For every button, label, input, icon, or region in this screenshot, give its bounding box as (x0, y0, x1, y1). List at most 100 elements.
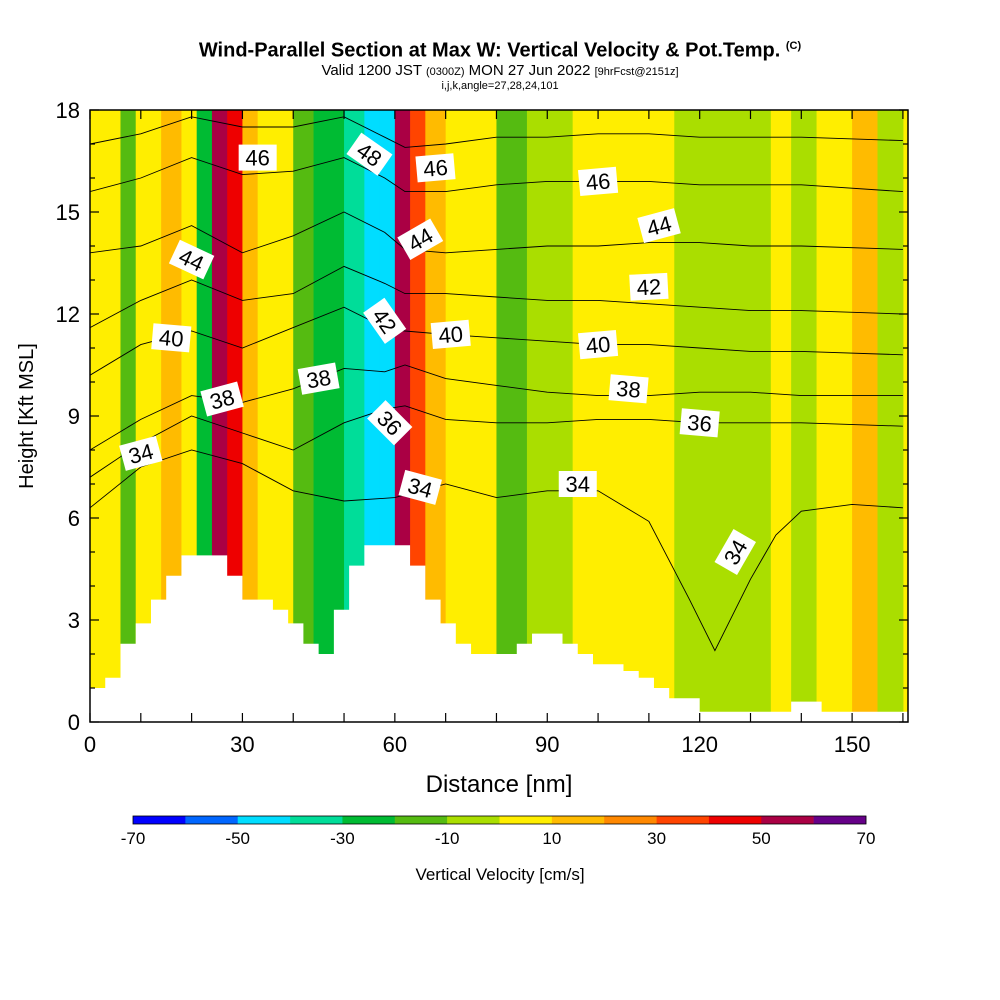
colorbar-tick-label: -70 (121, 829, 146, 848)
contour-label-text: 40 (437, 321, 464, 348)
y-tick-label: 6 (68, 506, 80, 531)
contour-label: 46 (238, 144, 277, 171)
x-tick-label: 90 (535, 732, 559, 757)
velocity-band (572, 110, 624, 722)
x-tick-label: 0 (84, 732, 96, 757)
colorbar-tick-label: -10 (435, 829, 460, 848)
velocity-band (770, 110, 792, 722)
grid-info: i,j,k,angle=27,28,24,101 (441, 79, 559, 92)
contour-label: 38 (297, 362, 340, 395)
colorbar-segment (551, 816, 605, 824)
contour-label-text: 40 (585, 332, 612, 359)
x-tick-label: 60 (383, 732, 407, 757)
y-tick-label: 9 (68, 404, 80, 429)
x-tick-label: 120 (681, 732, 718, 757)
contour-label: 42 (629, 272, 669, 301)
contour-label-text: 42 (636, 274, 662, 300)
velocity-band (816, 110, 853, 722)
contour-label: 36 (679, 408, 720, 438)
y-axis-label: Height [Kft MSL] (16, 343, 38, 489)
terrain-shape (90, 545, 908, 722)
colorbar-segment (656, 816, 710, 824)
colorbar-frame (132, 815, 867, 825)
x-tick-label: 30 (230, 732, 254, 757)
valid-prefix: Valid 1200 JST (321, 61, 422, 79)
y-tick-label: 15 (56, 200, 80, 225)
colorbar-segment (761, 816, 814, 824)
velocity-band (791, 110, 818, 722)
colorbar-tick-label: 70 (857, 829, 876, 848)
colorbar-tick-label: 30 (647, 829, 666, 848)
colorbar-tick-label: 10 (542, 829, 561, 848)
velocity-band (227, 110, 243, 722)
valid-utc: (0300Z) (425, 65, 465, 78)
velocity-band (725, 110, 772, 722)
velocity-band (852, 110, 879, 722)
colorbar-label: Vertical Velocity [cm/s] (415, 865, 584, 884)
velocity-band (526, 110, 574, 722)
contour-label: 40 (430, 319, 471, 350)
colorbar-segment (133, 816, 186, 824)
colorbar: -70 -50 -30 -10 10 30 50 70 (121, 815, 876, 848)
valid-time: Valid 1200 JST (0300Z) MON 27 Jun 2022 [… (0, 61, 1000, 80)
chart-title-text: Wind-Parallel Section at Max W: Vertical… (198, 39, 781, 62)
contour-label: 38 (200, 381, 244, 417)
y-tick-label: 3 (68, 608, 80, 633)
velocity-band (242, 110, 259, 722)
contour-label-text: 38 (304, 365, 332, 394)
colorbar-segment (185, 816, 239, 824)
contour-label: 38 (608, 374, 649, 404)
colorbar-segment (447, 816, 500, 824)
colorbar-tick-label: 50 (752, 829, 771, 848)
copyright-mark: (C) (785, 40, 802, 52)
y-tick-label: 18 (56, 98, 80, 123)
contour-label: 34 (119, 435, 163, 471)
colorbar-segment (708, 816, 762, 824)
title-block: Wind-Parallel Section at Max W: Vertical… (0, 34, 1000, 92)
colorbar-segment (499, 816, 553, 824)
contour-label: 46 (415, 153, 456, 183)
contour-label-text: 46 (585, 168, 612, 195)
terrain-mask (90, 545, 908, 722)
velocity-band (445, 110, 497, 722)
valid-date: MON 27 Jun 2022 (468, 61, 591, 79)
colorbar-segment (290, 816, 343, 824)
x-axis-label: Distance [nm] (426, 771, 573, 798)
contour-label-text: 38 (615, 376, 642, 403)
contour-label-text: 40 (158, 325, 185, 352)
forecast-info: [9hrFcst@2151z] (594, 65, 679, 78)
contour-label: 44 (637, 208, 681, 244)
isentrope-line (90, 157, 903, 193)
colorbar-tick-label: -50 (225, 829, 250, 848)
y-tick-label: 0 (68, 710, 80, 735)
x-tick-label: 150 (834, 732, 871, 757)
contour-label: 34 (558, 471, 597, 497)
contour-label: 40 (578, 329, 619, 360)
x-axis: 0 30 60 90 120 150 (84, 110, 904, 757)
contour-label-text: 34 (566, 472, 590, 497)
velocity-band (293, 110, 315, 722)
colorbar-segment (342, 816, 396, 824)
chart-title: Wind-Parallel Section at Max W: Vertical… (0, 34, 1000, 63)
velocity-band (120, 110, 137, 722)
velocity-band (623, 110, 675, 722)
colorbar-segment (237, 816, 291, 824)
contour-label-text: 36 (686, 410, 713, 437)
contour-label-text: 46 (422, 155, 449, 182)
contour-label: 34 (398, 469, 442, 505)
isentrope-line (90, 116, 903, 148)
isentrope-line (90, 265, 903, 328)
isentrope-line (90, 211, 903, 254)
colorbar-segment (394, 816, 448, 824)
colorbar-tick-label: -30 (330, 829, 355, 848)
contour-label: 46 (578, 166, 619, 197)
colorbar-segment (604, 816, 657, 824)
contour-label-text: 46 (245, 146, 269, 171)
y-tick-label: 12 (56, 302, 80, 327)
velocity-band (496, 110, 528, 722)
contour-label: 40 (151, 323, 192, 353)
isentrope-line (90, 449, 903, 652)
